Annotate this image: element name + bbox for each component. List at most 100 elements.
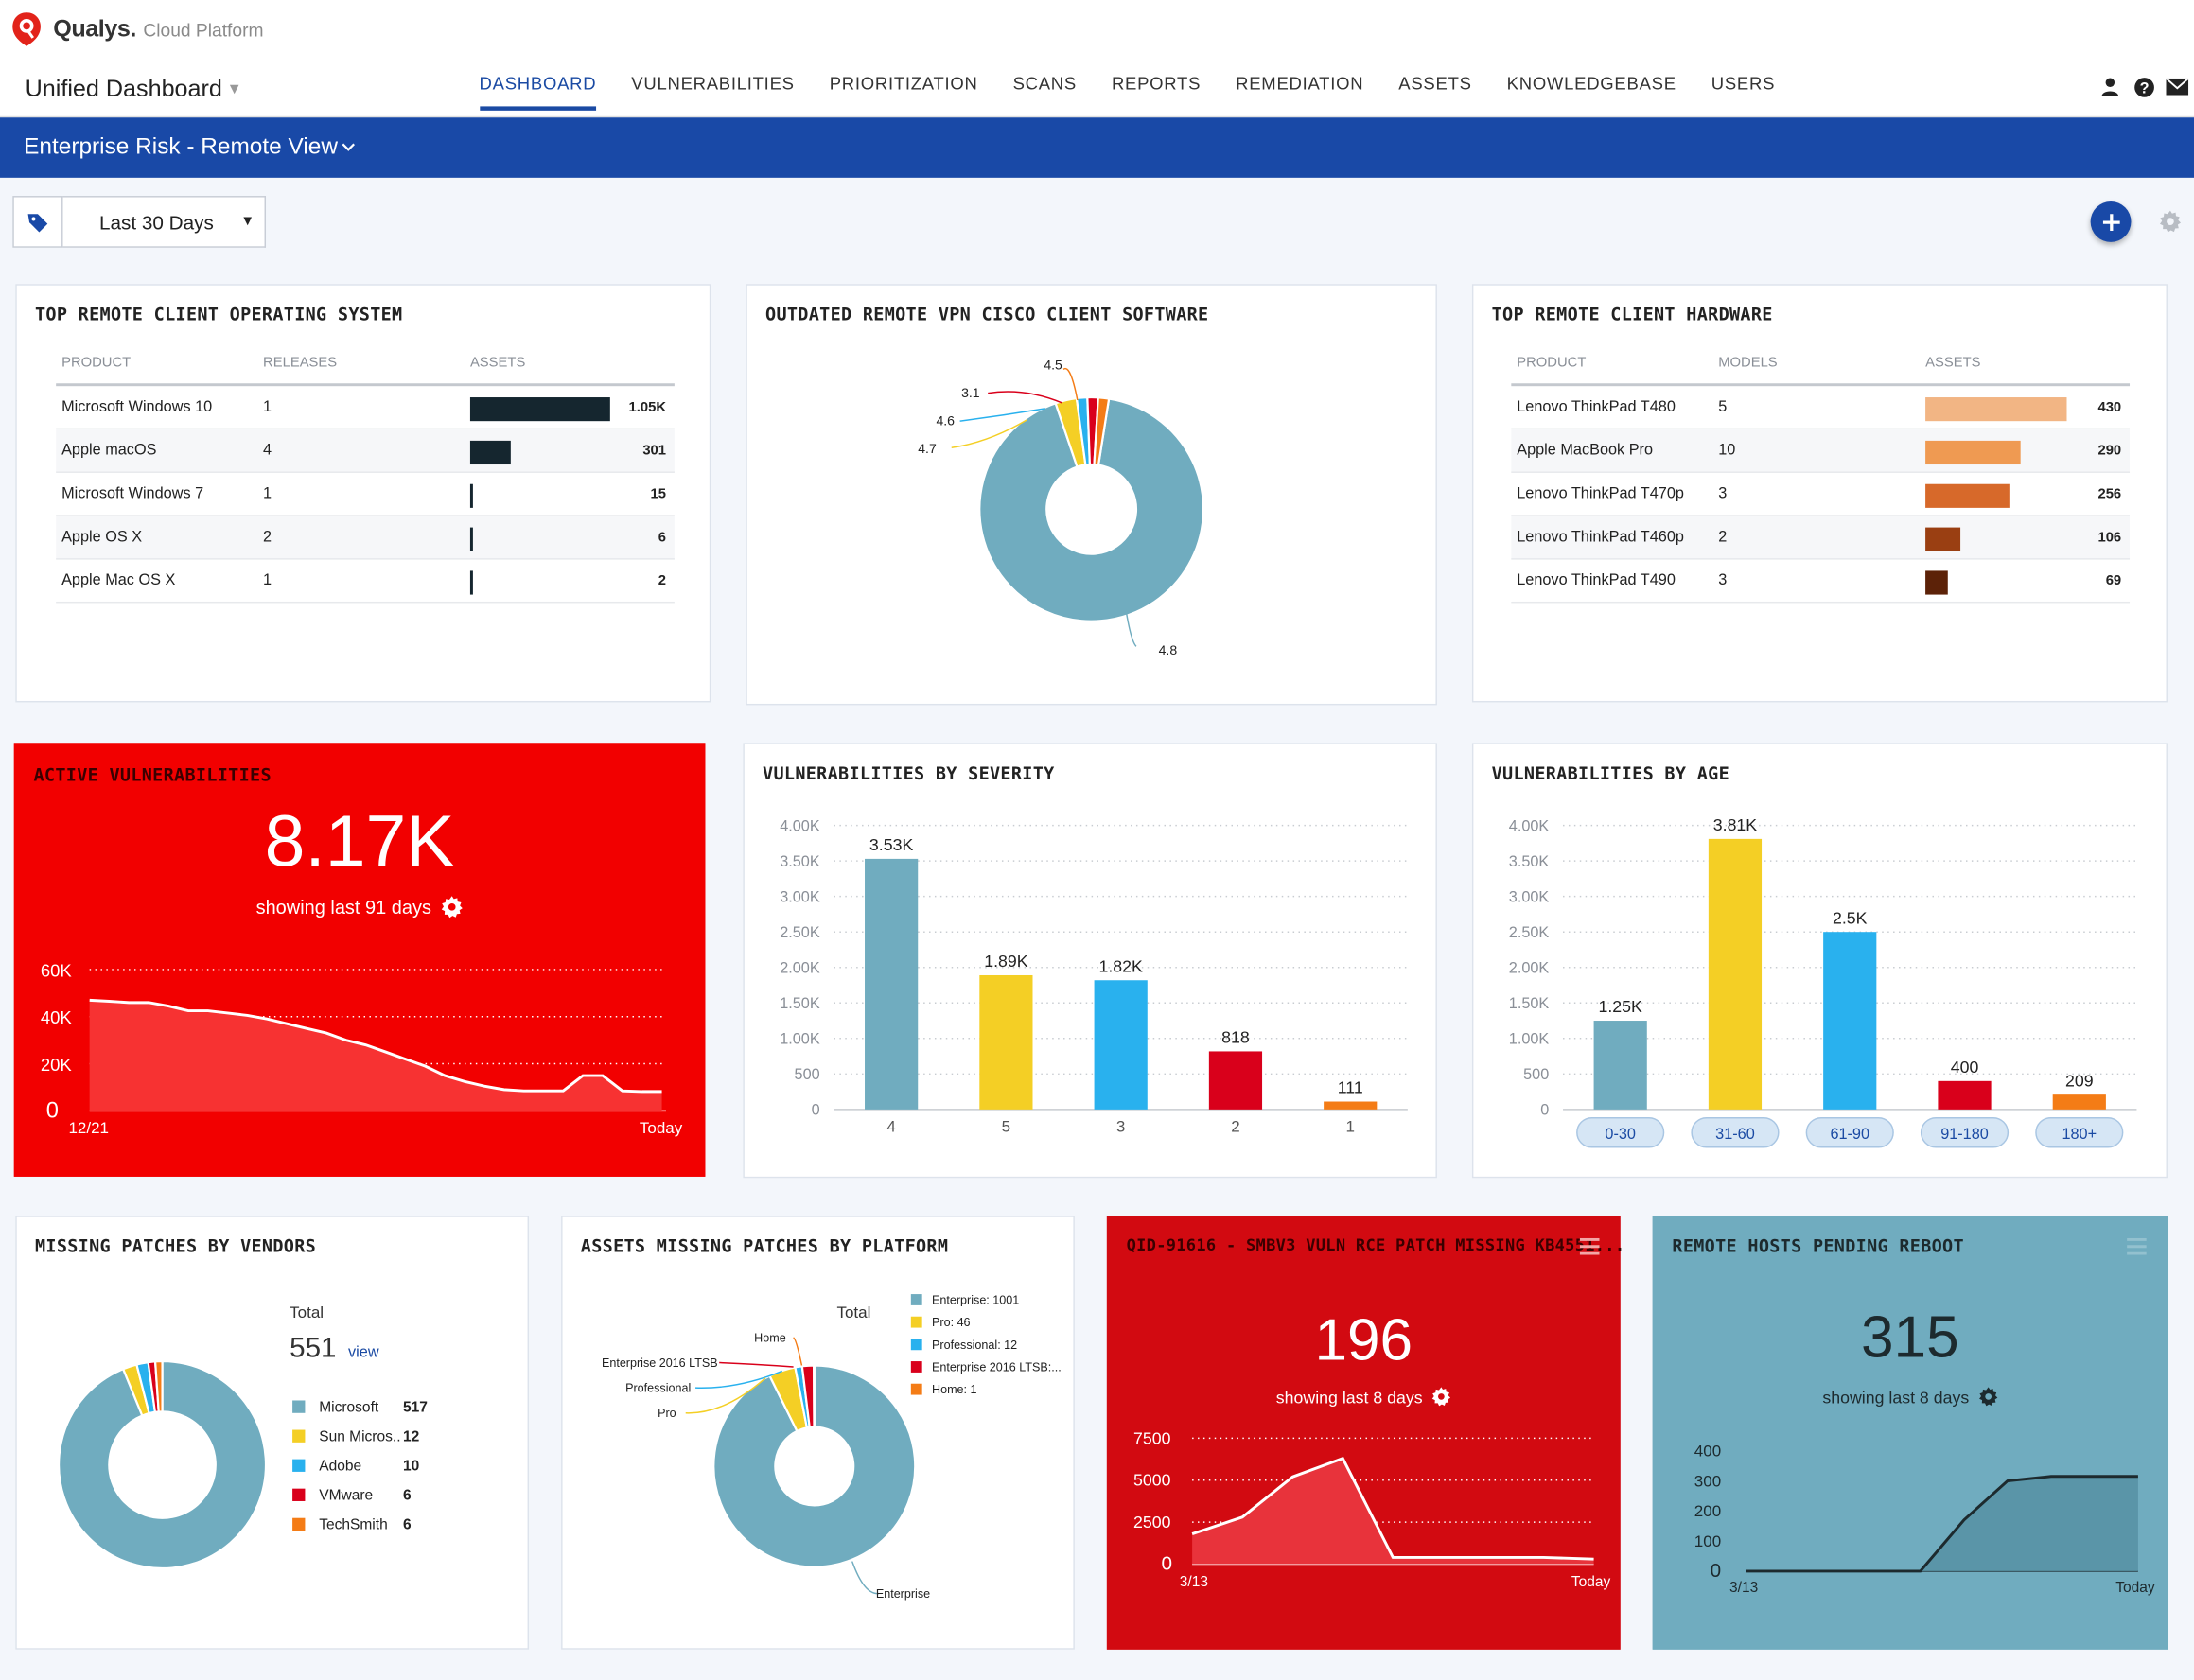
nav-dashboard[interactable]: DASHBOARD bbox=[479, 73, 597, 111]
help-icon[interactable]: ? bbox=[2133, 76, 2155, 98]
legend-swatch bbox=[292, 1429, 306, 1443]
hw-card: TOP REMOTE CLIENT HARDWARE PRODUCT MODEL… bbox=[1471, 284, 2168, 703]
nav-assets[interactable]: ASSETS bbox=[1398, 74, 1472, 95]
table-row: Apple macOS 4 301 bbox=[56, 429, 675, 473]
legend-name: Home: 1 bbox=[932, 1382, 977, 1397]
x-category-pill[interactable] bbox=[1920, 1116, 2010, 1148]
qid-trend-chart: 7500 5000 2500 0 3/13 Today bbox=[1133, 1428, 1611, 1590]
user-icon[interactable] bbox=[2099, 76, 2122, 98]
nav-vulnerabilities[interactable]: VULNERABILITIES bbox=[631, 74, 795, 95]
settings-gear-icon[interactable] bbox=[1978, 1387, 1998, 1407]
tag-filter-button[interactable] bbox=[12, 196, 63, 248]
x-tick-label[interactable]: 91-180 bbox=[1940, 1126, 1989, 1143]
nav-knowledgebase[interactable]: KNOWLEDGEBASE bbox=[1506, 74, 1676, 95]
legend-item[interactable]: Adobe 10 bbox=[292, 1451, 428, 1480]
vpn-callout-line bbox=[1062, 367, 1079, 401]
legend-item[interactable]: Microsoft 517 bbox=[292, 1392, 428, 1422]
x-category-pill[interactable] bbox=[1805, 1116, 1894, 1148]
reboot-subtitle-text: showing last 8 days bbox=[1822, 1388, 1970, 1408]
age-bar-chart: 4.00K 3.50K 3.00K 2.50K 2.00K 1.50K 1.00K 500 0 1… bbox=[1509, 815, 2137, 1148]
x-tick-label[interactable]: 61-90 bbox=[1830, 1126, 1869, 1143]
x-end-label: Today bbox=[640, 1119, 683, 1137]
product-cell: Apple Mac OS X bbox=[61, 571, 176, 589]
col-product: PRODUCT bbox=[1517, 355, 1587, 371]
legend-item[interactable]: TechSmith 6 bbox=[292, 1510, 428, 1539]
legend-item[interactable]: Pro: 46 bbox=[910, 1311, 1062, 1334]
legend-item[interactable]: Enterprise: 1001 bbox=[910, 1288, 1062, 1311]
view-title[interactable]: Enterprise Risk - Remote View bbox=[24, 133, 338, 160]
reboot-line bbox=[1746, 1475, 2138, 1573]
y-tick-label: 2.00K bbox=[1509, 960, 1550, 977]
y-tick-label: 1.50K bbox=[780, 995, 820, 1012]
settings-gear-icon[interactable] bbox=[1431, 1387, 1451, 1407]
assets-cell: 256 bbox=[1925, 473, 2130, 515]
settings-gear-icon[interactable] bbox=[441, 896, 464, 919]
y-tick-label: 3.00K bbox=[780, 889, 820, 906]
models-cell: 5 bbox=[1718, 398, 1728, 416]
settings-gear-icon[interactable] bbox=[2159, 210, 2182, 233]
active-vulns-card[interactable]: ACTIVE VULNERABILITIES 8.17K showing las… bbox=[13, 743, 706, 1177]
legend-item[interactable]: VMware 6 bbox=[292, 1480, 428, 1510]
vpn-callout-line bbox=[1124, 604, 1137, 647]
legend-swatch bbox=[910, 1316, 922, 1328]
vendors-view-link[interactable]: view bbox=[348, 1344, 379, 1362]
severity-bar-chart: 4.00K 3.50K 3.00K 2.50K 2.00K 1.50K 1.00K 500 0 3… bbox=[780, 818, 1408, 1136]
assets-cell: 1.05K bbox=[469, 386, 675, 428]
assets-bar bbox=[469, 527, 473, 551]
platform-callout-line bbox=[793, 1337, 803, 1366]
x-category-pill[interactable] bbox=[1576, 1116, 1665, 1148]
platform-total-label: Total bbox=[836, 1304, 871, 1322]
vendors-slice bbox=[153, 1359, 164, 1413]
col-assets: ASSETS bbox=[469, 355, 526, 371]
x-category-pill[interactable] bbox=[1691, 1116, 1780, 1148]
legend-swatch bbox=[292, 1459, 306, 1472]
dashboard-caret-icon[interactable]: ▼ bbox=[226, 80, 242, 98]
x-tick-label[interactable]: 0-30 bbox=[1605, 1126, 1636, 1143]
platform-callout-line bbox=[851, 1561, 879, 1595]
nav-prioritization[interactable]: PRIORITIZATION bbox=[829, 74, 978, 95]
x-tick-label[interactable]: 180+ bbox=[2062, 1126, 2097, 1143]
legend-swatch bbox=[292, 1400, 306, 1413]
releases-cell: 1 bbox=[263, 485, 272, 502]
menu-icon[interactable] bbox=[2127, 1237, 2147, 1255]
date-range-select[interactable]: Last 30 Days ▼ bbox=[62, 196, 267, 248]
y-tick-label: 5000 bbox=[1133, 1471, 1171, 1490]
x-category-pill[interactable] bbox=[2035, 1116, 2124, 1148]
y-tick-label: 200 bbox=[1694, 1502, 1721, 1520]
y-tick-label: 4.00K bbox=[780, 818, 820, 835]
dashboard-title[interactable]: Unified Dashboard bbox=[25, 75, 222, 102]
qualys-logo[interactable]: Qualys. Cloud Platform bbox=[11, 11, 264, 47]
legend-name: Professional: 12 bbox=[932, 1337, 1018, 1352]
qid-card[interactable]: QID-91616 - SMBV3 VULN RCE PATCH MISSING… bbox=[1106, 1216, 1624, 1650]
nav-users[interactable]: USERS bbox=[1711, 74, 1776, 95]
legend-item[interactable]: Home: 1 bbox=[910, 1378, 1062, 1401]
table-row: Apple Mac OS X 1 2 bbox=[56, 560, 675, 604]
legend-name: Adobe bbox=[319, 1457, 362, 1475]
reboot-subtitle: showing last 8 days bbox=[1654, 1387, 2166, 1408]
nav-remediation[interactable]: REMEDIATION bbox=[1236, 74, 1364, 95]
legend-item[interactable]: Enterprise 2016 LTSB:... bbox=[910, 1356, 1062, 1378]
y-tick-label: 2500 bbox=[1133, 1513, 1171, 1531]
chevron-down-icon[interactable] bbox=[342, 137, 356, 157]
vpn-slice-label: 4.7 bbox=[918, 441, 937, 456]
legend-item[interactable]: Sun Micros... 12 bbox=[292, 1422, 428, 1451]
nav-reports[interactable]: REPORTS bbox=[1111, 74, 1202, 95]
legend-value: 12 bbox=[402, 1427, 420, 1445]
menu-icon[interactable] bbox=[1579, 1237, 1600, 1255]
y-tick-label: 2.50K bbox=[780, 924, 820, 941]
product-cell: Microsoft Windows 10 bbox=[61, 398, 213, 416]
nav-scans[interactable]: SCANS bbox=[1012, 74, 1077, 95]
legend-swatch bbox=[910, 1339, 922, 1351]
mail-icon[interactable] bbox=[2166, 76, 2189, 98]
reboot-card[interactable]: REMOTE HOSTS PENDING REBOOT 315 showing … bbox=[1652, 1216, 2168, 1650]
caret-down-icon: ▼ bbox=[240, 214, 255, 230]
add-widget-button[interactable] bbox=[2090, 201, 2132, 242]
legend-swatch bbox=[292, 1488, 306, 1501]
product-cell: Lenovo ThinkPad T490 bbox=[1517, 571, 1676, 589]
table-row: Lenovo ThinkPad T480 5 430 bbox=[1511, 386, 2131, 430]
assets-value: 15 bbox=[650, 486, 667, 502]
assets-cell: 301 bbox=[469, 429, 675, 471]
legend-item[interactable]: Professional: 12 bbox=[910, 1333, 1062, 1356]
tag-icon bbox=[27, 213, 48, 232]
x-tick-label[interactable]: 31-60 bbox=[1715, 1126, 1755, 1143]
